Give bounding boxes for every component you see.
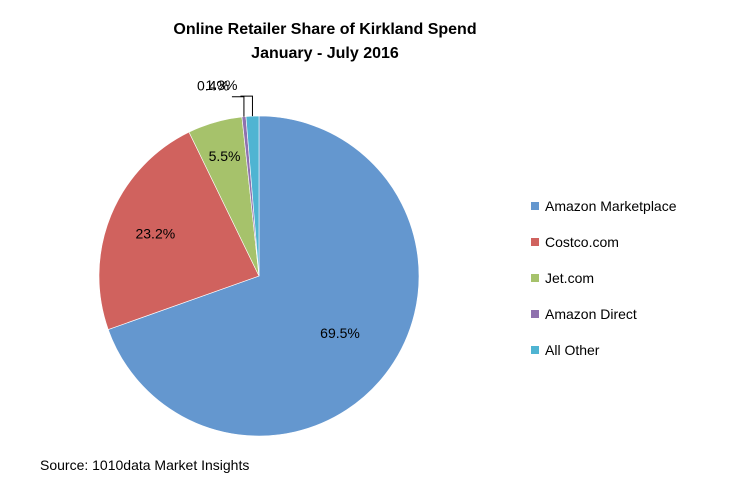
- pie-slices: [98, 115, 420, 437]
- pie-data-labels: 69.5% 23.2% 5.5% 0.4%1.3%: [135, 77, 359, 341]
- data-label-amazon-marketplace: 69.5%: [320, 325, 360, 341]
- legend-item-all-other: All Other: [531, 342, 600, 358]
- legend-label: Amazon Direct: [545, 306, 637, 322]
- legend-label: Costco.com: [545, 234, 619, 250]
- legend-swatch: [531, 202, 539, 210]
- legend-label: All Other: [545, 342, 600, 358]
- chart-subtitle: January - July 2016: [251, 45, 399, 62]
- legend-item-jet-com: Jet.com: [531, 270, 594, 286]
- legend-item-amazon-direct: Amazon Direct: [531, 306, 637, 322]
- data-label-amazon-direct: 0.4%: [197, 78, 229, 94]
- legend-item-amazon-marketplace: Amazon Marketplace: [531, 198, 677, 214]
- legend-item-costco-com: Costco.com: [531, 234, 619, 250]
- legend-swatch: [531, 238, 539, 246]
- legend-label: Amazon Marketplace: [545, 198, 677, 214]
- legend-label: Jet.com: [545, 270, 594, 286]
- source-note: Source: 1010data Market Insights: [40, 457, 250, 473]
- leader-line-amazon-direct: [231, 96, 245, 117]
- pie-slice-all-other: [245, 115, 260, 277]
- legend: Amazon Marketplace Costco.com Jet.com Amazo…: [531, 198, 677, 358]
- chart-title: Online Retailer Share of Kirkland Spend: [173, 21, 477, 38]
- legend-swatch: [531, 274, 539, 282]
- pie-slice-amazon-marketplace: [107, 115, 420, 437]
- legend-swatch: [531, 346, 539, 354]
- pie-slice-costco-com: [98, 131, 260, 330]
- legend-swatch: [531, 310, 539, 318]
- data-label-jet-com: 5.5%: [209, 148, 241, 164]
- data-label-all-other: 1.3%: [206, 77, 238, 93]
- leader-line-all-other: [240, 95, 253, 117]
- data-label-costco-com: 23.2%: [135, 226, 175, 242]
